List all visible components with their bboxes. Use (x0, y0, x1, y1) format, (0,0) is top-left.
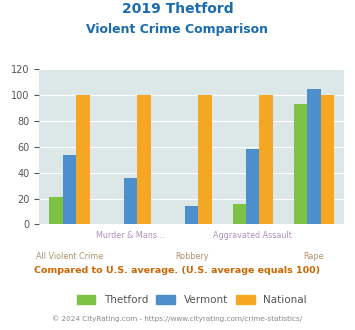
Text: Compared to U.S. average. (U.S. average equals 100): Compared to U.S. average. (U.S. average … (34, 266, 321, 275)
Bar (185, 206, 198, 224)
Text: 2019 Thetford: 2019 Thetford (122, 2, 233, 16)
Text: Rape: Rape (304, 252, 324, 261)
Text: Murder & Mans...: Murder & Mans... (97, 231, 165, 240)
Text: Violent Crime Comparison: Violent Crime Comparison (87, 23, 268, 36)
Bar (49, 197, 63, 224)
Text: Aggravated Assault: Aggravated Assault (213, 231, 292, 240)
Bar (137, 95, 151, 224)
Bar (246, 149, 260, 224)
Bar (124, 178, 137, 224)
Bar (198, 95, 212, 224)
Bar (76, 95, 90, 224)
Bar (321, 95, 334, 224)
Bar (260, 95, 273, 224)
Text: Robbery: Robbery (175, 252, 208, 261)
Bar (233, 204, 246, 224)
Bar (63, 154, 76, 224)
Text: All Violent Crime: All Violent Crime (36, 252, 103, 261)
Bar (307, 89, 321, 224)
Text: © 2024 CityRating.com - https://www.cityrating.com/crime-statistics/: © 2024 CityRating.com - https://www.city… (53, 315, 302, 322)
Legend: Thetford, Vermont, National: Thetford, Vermont, National (72, 291, 311, 309)
Bar (294, 104, 307, 224)
